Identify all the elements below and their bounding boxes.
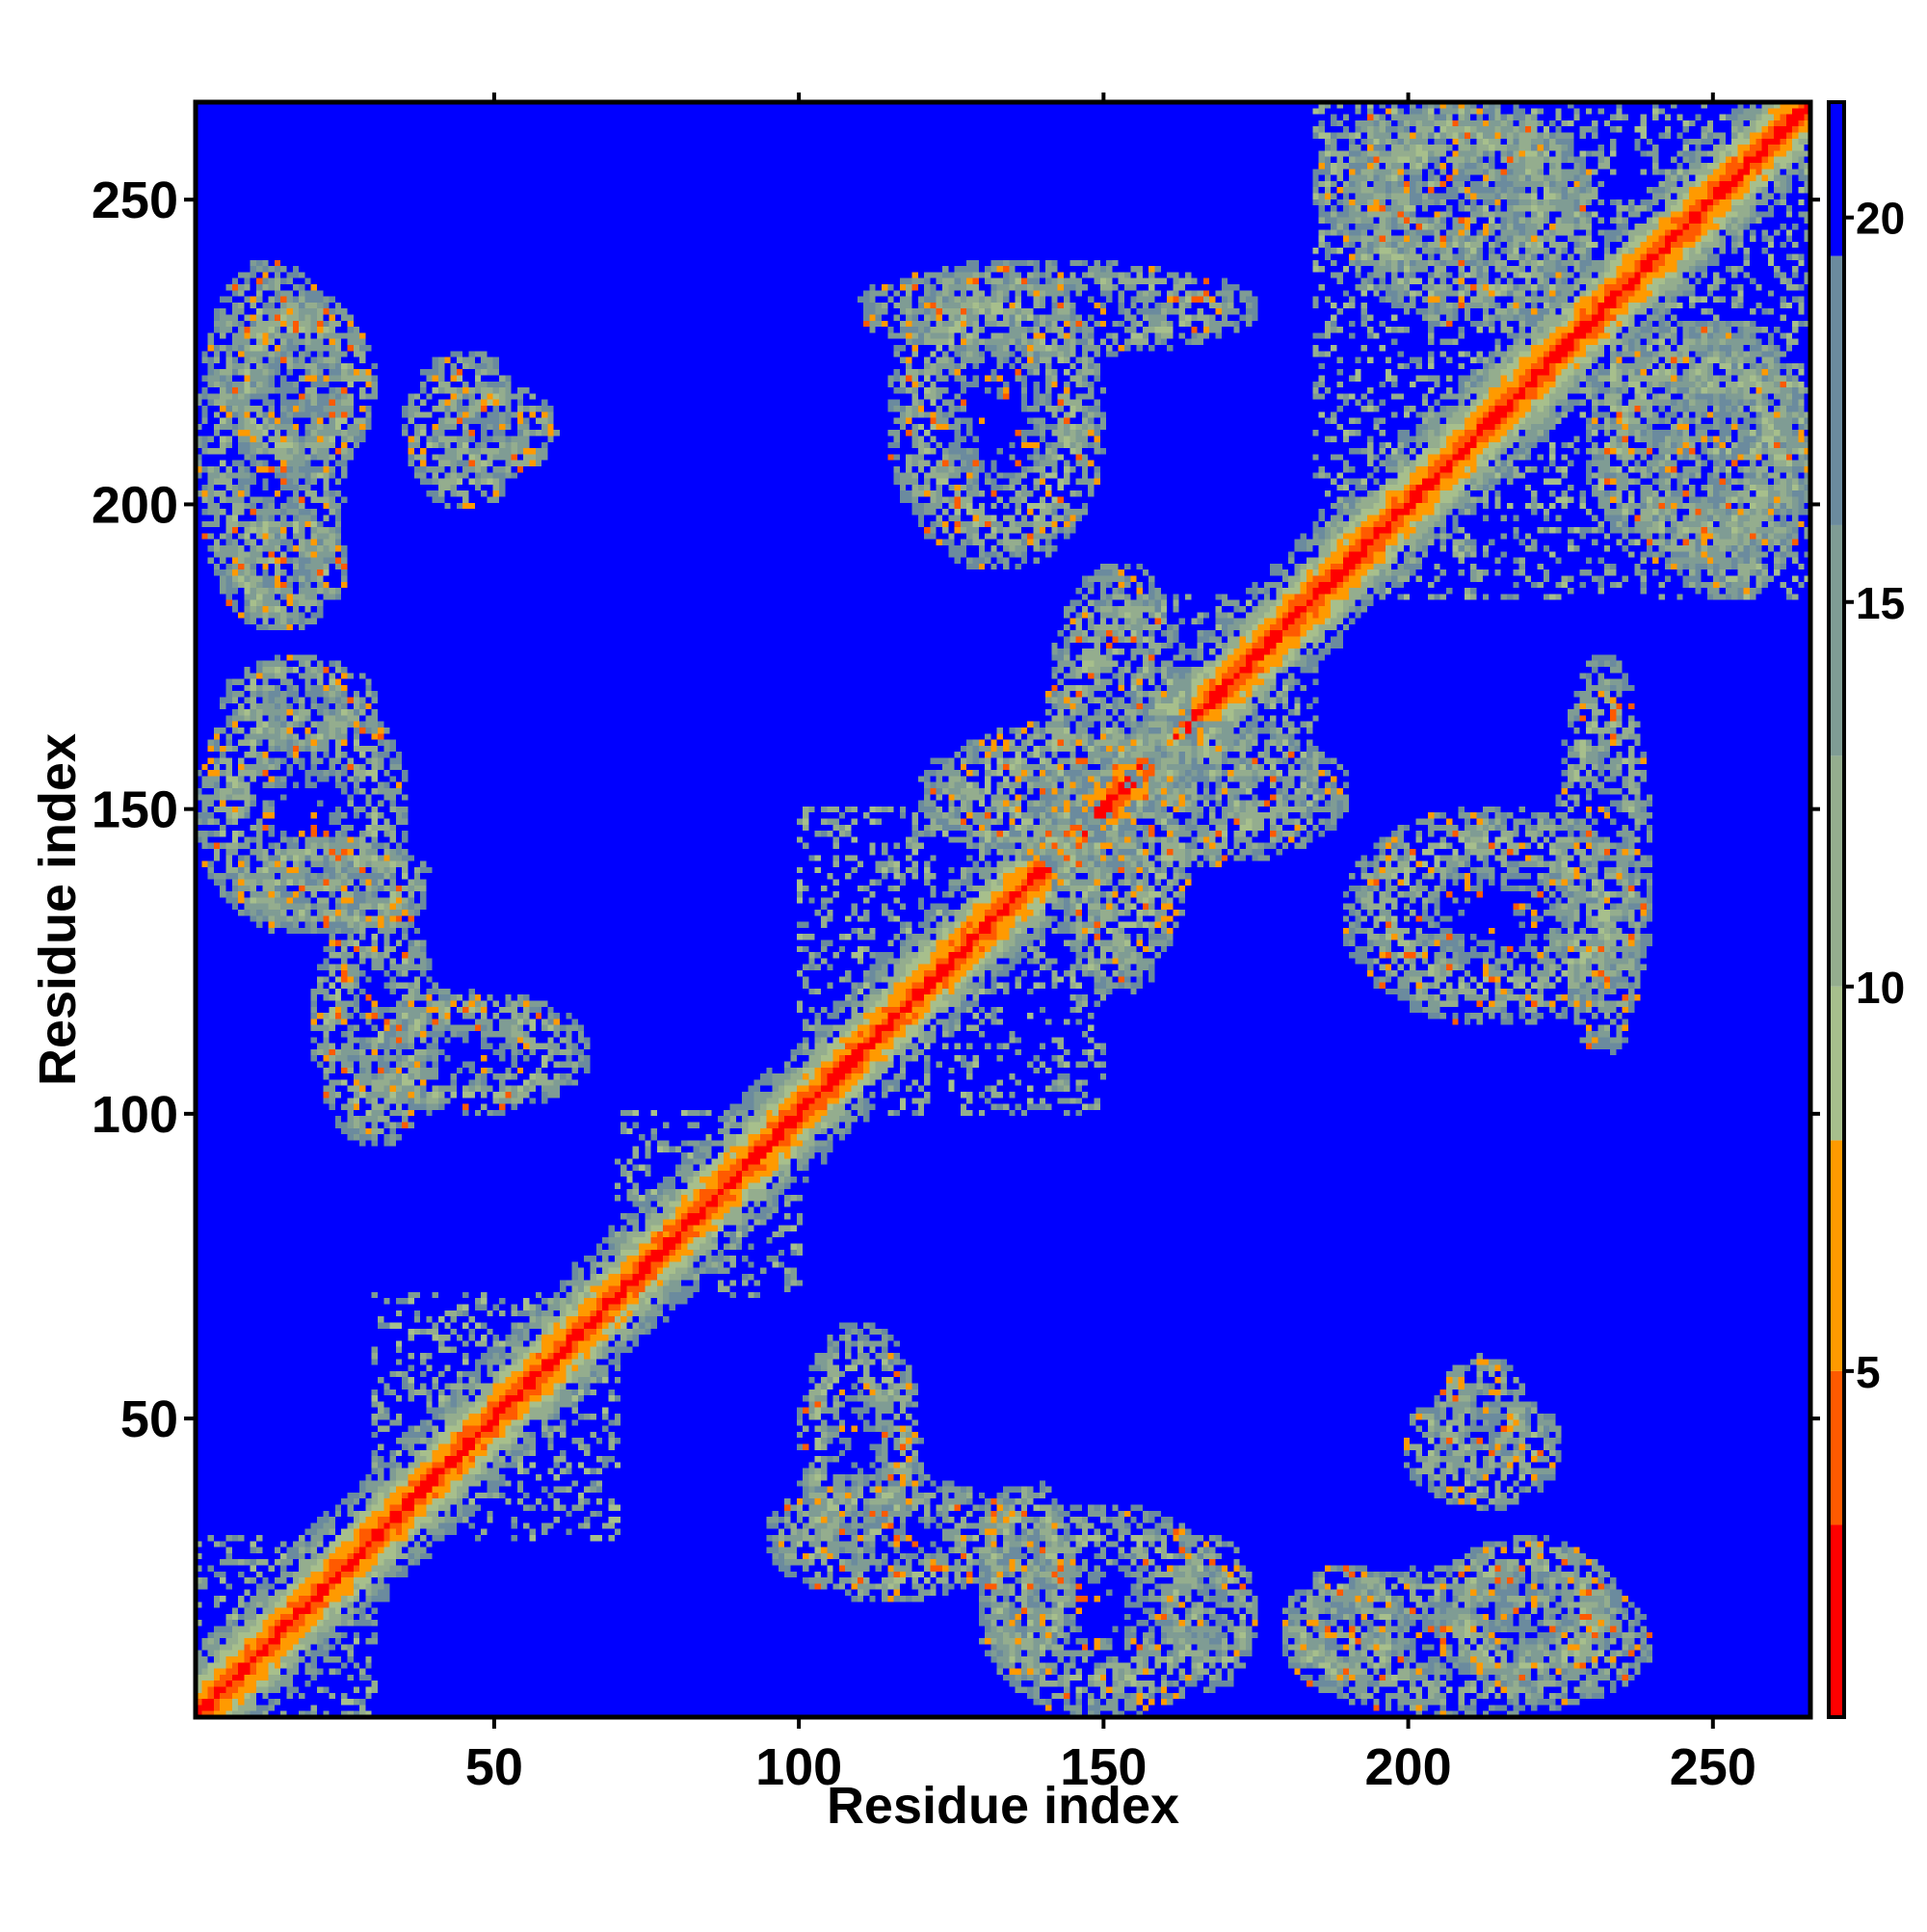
- y-tick-label: 100: [92, 1086, 178, 1144]
- heatmap-image: [196, 102, 1810, 1717]
- x-axis-label: Residue index: [827, 1777, 1179, 1835]
- colorbar-segment: [1829, 255, 1844, 525]
- y-tick-label: 200: [92, 476, 178, 534]
- y-axis: 50 100 150 200 250: [92, 172, 196, 1448]
- x-tick-label: 100: [755, 1738, 842, 1796]
- y-tick-label: 150: [92, 781, 178, 839]
- colorbar-segment: [1829, 102, 1844, 256]
- y-tick-label: 50: [120, 1390, 178, 1448]
- x-tick-label: 150: [1060, 1738, 1147, 1796]
- x-tick-label: 200: [1365, 1738, 1452, 1796]
- colorbar-segment: [1829, 1140, 1844, 1371]
- plot-frame: [193, 99, 1813, 1720]
- colorbar-segment: [1829, 1524, 1844, 1717]
- y-axis-label: Residue index: [29, 733, 87, 1086]
- colorbar-tick-label: 15: [1856, 578, 1905, 628]
- heatmap-cells: [196, 102, 1810, 1717]
- colorbar-segment: [1829, 755, 1844, 987]
- x-tick-label: 50: [465, 1738, 523, 1796]
- colorbar-segment: [1829, 1370, 1844, 1525]
- colorbar-tick-label: 5: [1856, 1347, 1881, 1397]
- colorbar-frame: [1827, 100, 1846, 1719]
- x-axis: 50 100 150 200 250: [465, 93, 1756, 1796]
- colorbar-segment: [1829, 524, 1844, 756]
- colorbar-segment: [1829, 986, 1844, 1141]
- x-tick-label: 250: [1670, 1738, 1756, 1796]
- colorbar: 5 10 15 20: [1810, 100, 1905, 1719]
- y-tick-label: 250: [92, 172, 178, 229]
- colorbar-tick-label: 10: [1856, 963, 1905, 1013]
- colorbar-tick-label: 20: [1856, 194, 1905, 244]
